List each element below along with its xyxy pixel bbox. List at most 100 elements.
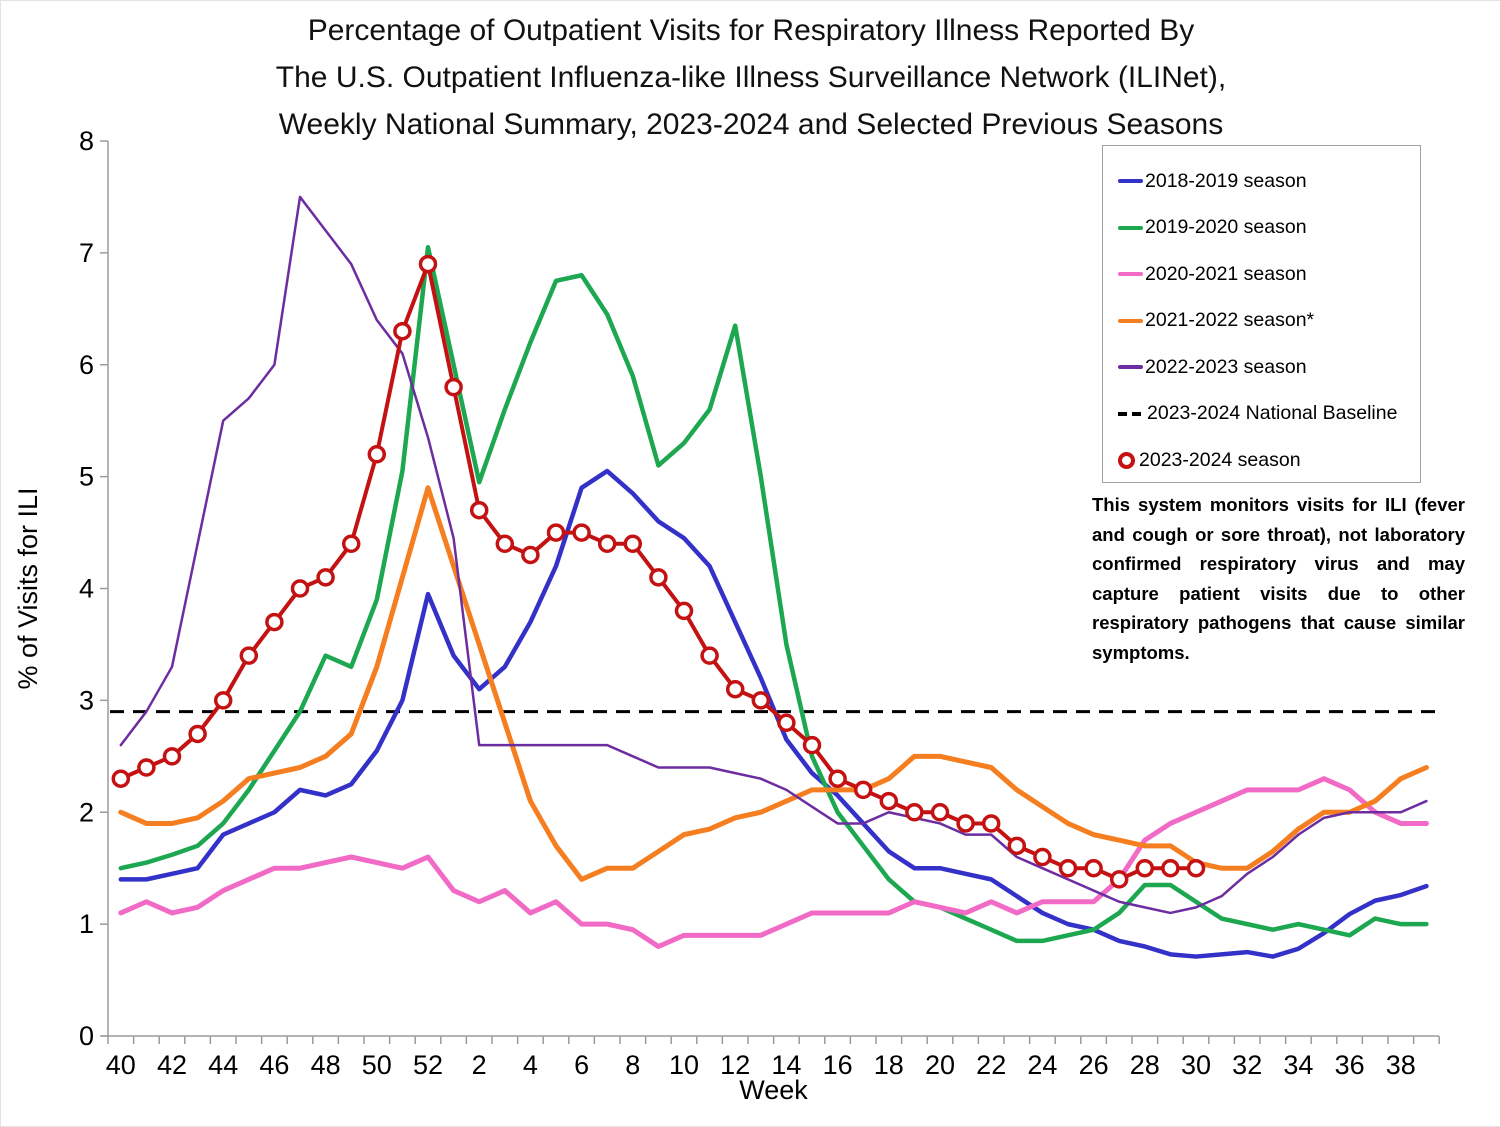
series-season-2023-2024-marker	[597, 534, 617, 553]
series-season-2023-2024-marker	[213, 691, 233, 710]
series-season-2023-2024-marker	[1186, 858, 1206, 878]
series-season-2023-2024-marker	[316, 568, 335, 587]
legend-swatch-line-icon	[1118, 318, 1143, 323]
series-season-2023-2024-marker	[956, 814, 975, 833]
series-season-2023-2024-marker	[802, 735, 822, 755]
legend-swatch-line-icon	[1118, 272, 1143, 277]
series-season-2023-2024-marker	[367, 445, 387, 464]
series-season-2023-2024-marker	[905, 803, 924, 822]
series-season-2023-2024-marker	[188, 724, 207, 744]
series-season-2018-2019	[118, 468, 1429, 959]
series-season-2023-2024-marker	[546, 523, 566, 542]
legend-item: 2023-2024 National Baseline	[1118, 391, 1420, 438]
x-tick-label: 14	[771, 1050, 801, 1080]
series-season-2023-2024-marker	[725, 679, 745, 699]
series-season-2019-2020	[118, 245, 1429, 944]
x-tick-label: 46	[259, 1050, 289, 1080]
series-season-2023-2024-marker	[623, 534, 643, 553]
x-tick-label: 30	[1181, 1050, 1211, 1080]
series-season-2023-2024-marker	[572, 523, 591, 542]
y-axis-title: % of Visits for ILI	[13, 487, 43, 689]
series-season-2023-2024-marker	[495, 534, 515, 553]
x-tick-label: 36	[1335, 1050, 1365, 1080]
x-tick-label: 40	[106, 1050, 136, 1080]
series-season-2023-2024-marker	[981, 814, 1001, 833]
x-tick-label: 4	[523, 1050, 538, 1080]
series-season-2023-2024-marker	[879, 791, 899, 811]
legend-swatch-line-icon	[1118, 225, 1143, 230]
x-tick-label: 48	[311, 1050, 341, 1080]
series-season-2023-2024-marker	[649, 568, 668, 587]
x-tick-label: 18	[874, 1050, 904, 1080]
series-season-2023-2024-marker	[930, 803, 950, 822]
legend-label: 2019-2020 season	[1145, 216, 1307, 239]
series-season-2020-2021	[118, 776, 1429, 949]
x-axis-title: Week	[739, 1075, 808, 1105]
chart-title-line3: Weekly National Summary, 2023-2024 and S…	[278, 108, 1224, 141]
x-tick-label: 38	[1386, 1050, 1416, 1080]
series-season-2023-2024-marker	[700, 646, 719, 665]
x-tick-label: 28	[1130, 1050, 1160, 1080]
legend-item: 2021-2022 season*	[1118, 298, 1420, 345]
x-tick-label: 10	[669, 1050, 699, 1080]
series-season-2023-2024-marker	[418, 254, 438, 274]
y-tick-label: 1	[79, 909, 94, 939]
x-tick-label: 52	[413, 1050, 443, 1080]
legend-swatch-line-icon	[1118, 365, 1143, 370]
legend-label: 2023-2024 season	[1139, 448, 1301, 471]
series-season-2023-2024-marker	[777, 713, 796, 732]
series-season-2023-2024-marker	[469, 500, 489, 520]
chart-title: Percentage of Outpatient Visits for Resp…	[1, 7, 1500, 148]
y-tick-label: 3	[79, 685, 94, 715]
series-season-2023-2024-marker	[674, 601, 694, 621]
legend-swatch-ring-icon	[1118, 451, 1135, 469]
y-tick-label: 5	[79, 462, 94, 492]
y-tick-label: 2	[79, 797, 94, 827]
x-tick-label: 34	[1283, 1050, 1313, 1080]
legend-swatch-dash-icon	[1118, 411, 1145, 416]
y-tick-label: 6	[79, 350, 94, 380]
series-season-2023-2024-marker	[521, 545, 540, 565]
series-season-2021-2022	[118, 485, 1429, 882]
note-text: This system monitors visits for ILI (fev…	[1092, 494, 1465, 663]
legend-label: 2018-2019 season	[1145, 169, 1307, 192]
legend-item: 2020-2021 season	[1118, 251, 1420, 298]
legend-item: 2019-2020 season	[1118, 205, 1420, 252]
legend-label: 2020-2021 season	[1145, 262, 1307, 285]
x-tick-label: 50	[362, 1050, 392, 1080]
series-season-2023-2024-marker	[444, 377, 463, 397]
x-tick-label: 20	[925, 1050, 955, 1080]
series-season-2023-2024-marker	[853, 780, 873, 800]
x-tick-label: 42	[157, 1050, 187, 1080]
x-tick-label: 24	[1027, 1050, 1057, 1080]
series-season-2023-2024-marker	[393, 321, 412, 341]
series-season-2023-2024-marker	[1007, 836, 1027, 856]
chart-legend: 2018-2019 season 2019-2020 season 2020-202…	[1102, 145, 1421, 483]
y-tick-label: 4	[79, 574, 94, 604]
x-tick-label: 8	[625, 1050, 640, 1080]
series-season-2023-2024-marker	[1161, 858, 1180, 878]
x-tick-label: 26	[1079, 1050, 1109, 1080]
series-season-2023-2024-marker	[1058, 858, 1078, 878]
legend-item: 2022-2023 season	[1118, 344, 1420, 391]
series-season-2023-2024-marker	[162, 747, 182, 766]
x-tick-label: 12	[720, 1050, 750, 1080]
series-season-2023-2024-marker	[1084, 858, 1103, 878]
x-tick-label: 22	[976, 1050, 1006, 1080]
series-season-2023-2024-marker	[1033, 847, 1052, 867]
series-season-2023-2024-marker	[290, 579, 310, 598]
series-season-2023-2024-marker	[111, 769, 131, 788]
x-tick-label: 6	[574, 1050, 589, 1080]
x-tick-label: 44	[208, 1050, 238, 1080]
series-season-2023-2024-marker	[828, 769, 847, 788]
series-season-2023-2024-marker	[751, 691, 771, 710]
legend-swatch-line-icon	[1118, 179, 1143, 184]
series-season-2022-2023	[119, 195, 1428, 915]
series-season-2023-2024-marker	[265, 612, 284, 632]
x-tick-label: 16	[823, 1050, 853, 1080]
series-season-2023-2024-marker	[341, 534, 361, 553]
legend-item: 2018-2019 season	[1118, 158, 1420, 205]
series-season-2023-2024-marker	[137, 758, 156, 777]
